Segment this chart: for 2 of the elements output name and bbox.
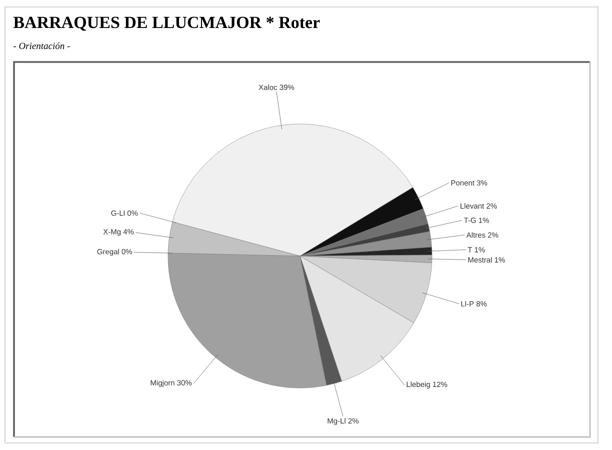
chart-subtitle: - Orientación - — [14, 42, 70, 50]
chart-title: BARRAQUES DE LLUCMAJOR * Roter — [13, 16, 320, 31]
